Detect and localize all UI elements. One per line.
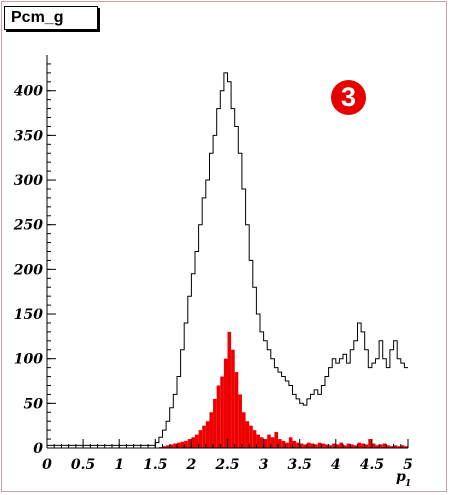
filled-histogram-bar [198, 430, 203, 448]
filled-histogram-bar [321, 443, 325, 448]
histogram-title: Pcm_g [4, 6, 98, 30]
filled-histogram-bar [379, 444, 383, 448]
filled-histogram-bar [195, 434, 199, 448]
filled-histogram-bar [339, 442, 344, 448]
filled-histogram-bar [306, 442, 311, 448]
filled-histogram-bar [303, 444, 307, 448]
filled-histogram-bar [389, 446, 394, 448]
x-tick-label: 0.5 [71, 457, 95, 473]
filled-histogram-bar [245, 421, 250, 448]
filled-histogram-bar [361, 443, 365, 448]
filled-histogram-bar [223, 358, 228, 448]
filled-histogram-bar [252, 430, 257, 448]
filled-histogram-bar [317, 442, 322, 448]
x-axis-label: p [396, 469, 406, 485]
filled-histogram-bar [324, 444, 329, 448]
filled-histogram-bar [184, 440, 188, 448]
filled-histogram-bar [371, 443, 376, 448]
filled-histogram-bar [270, 437, 275, 448]
filled-histogram-bar [281, 440, 286, 448]
filled-histogram-bar [166, 445, 170, 448]
filled-histogram-bar [299, 443, 304, 448]
x-tick-label: 1.5 [143, 457, 167, 473]
y-tick-label: 200 [13, 262, 43, 278]
x-tick-label: 0 [42, 457, 52, 473]
x-tick-label: 5 [403, 457, 413, 473]
y-tick-label: 400 [14, 84, 43, 100]
filled-histogram-bar [393, 445, 398, 448]
filled-histogram-bar [241, 412, 246, 448]
y-tick-label: 350 [14, 128, 43, 144]
filled-histogram-bar [263, 439, 268, 448]
filled-histogram-bar [173, 443, 177, 448]
filled-histogram-bar [382, 443, 387, 448]
filled-histogram-bar [314, 444, 318, 448]
x-tick-label: 1 [114, 457, 124, 473]
filled-histogram-bar [227, 331, 232, 448]
filled-histogram-bar [368, 439, 372, 448]
x-tick-label: 4.5 [360, 457, 384, 473]
x-tick-label: 2.5 [214, 457, 239, 473]
filled-histogram-bar [386, 445, 390, 448]
filled-histogram-bar [234, 372, 239, 448]
filled-histogram-bar [343, 445, 347, 448]
filled-histogram-bar [216, 385, 221, 448]
filled-histogram-bar [346, 443, 351, 448]
x-tick-label: 3.5 [288, 457, 312, 473]
filled-histogram-bar [162, 446, 167, 448]
filled-histogram-bar [296, 442, 300, 448]
filled-histogram-bar [180, 441, 185, 448]
filled-histogram-bar [364, 444, 369, 448]
filled-histogram-bar [205, 421, 210, 448]
filled-histogram-bar [292, 440, 297, 448]
filled-histogram-bar [400, 445, 405, 448]
y-tick-label: 0 [33, 441, 43, 457]
filled-histogram-bar [353, 445, 358, 448]
y-tick-label: 50 [24, 396, 44, 412]
filled-histogram-bar [169, 444, 174, 448]
y-tick-label: 150 [14, 307, 43, 323]
x-tick-label: 4 [331, 457, 341, 473]
filled-histogram-bar [332, 443, 336, 448]
x-tick-label: 3 [259, 457, 269, 473]
filled-histogram-bar [328, 445, 333, 448]
step-number-badge: 3 [331, 80, 366, 115]
filled-histogram-bar [238, 394, 242, 448]
filled-histogram-bar [231, 349, 235, 448]
filled-histogram-bar [310, 443, 315, 448]
filled-histogram-bar [397, 446, 401, 448]
x-axis-label-subscript: 1 [405, 479, 411, 489]
filled-histogram-bar [285, 442, 289, 448]
filled-histogram-bar [288, 437, 293, 448]
y-tick-label: 250 [13, 218, 43, 234]
filled-histogram-bar [357, 442, 362, 448]
filled-histogram-bar [249, 425, 253, 448]
filled-histogram-bar [278, 439, 282, 448]
filled-histogram-bar [220, 376, 224, 448]
filled-histogram-bar [202, 425, 206, 448]
filled-histogram-bar [259, 437, 264, 448]
filled-histogram-bar [209, 412, 214, 448]
filled-histogram-bar [274, 431, 279, 448]
filled-histogram-bar [350, 444, 354, 448]
outline-histogram-line [47, 72, 408, 446]
y-tick-label: 100 [14, 352, 43, 368]
filled-histogram-bar [267, 434, 271, 448]
y-tick-label: 300 [14, 173, 43, 189]
filled-histogram-bar [191, 437, 196, 448]
x-tick-label: 2 [186, 457, 197, 473]
filled-histogram-bar [187, 439, 192, 448]
filled-histogram-bar [213, 398, 217, 448]
filled-histogram-bar [176, 442, 181, 448]
filled-histogram-bar [375, 445, 380, 448]
filled-histogram-bar [256, 434, 260, 448]
filled-histogram-bar [404, 446, 408, 448]
filled-histogram-bar [335, 444, 340, 448]
